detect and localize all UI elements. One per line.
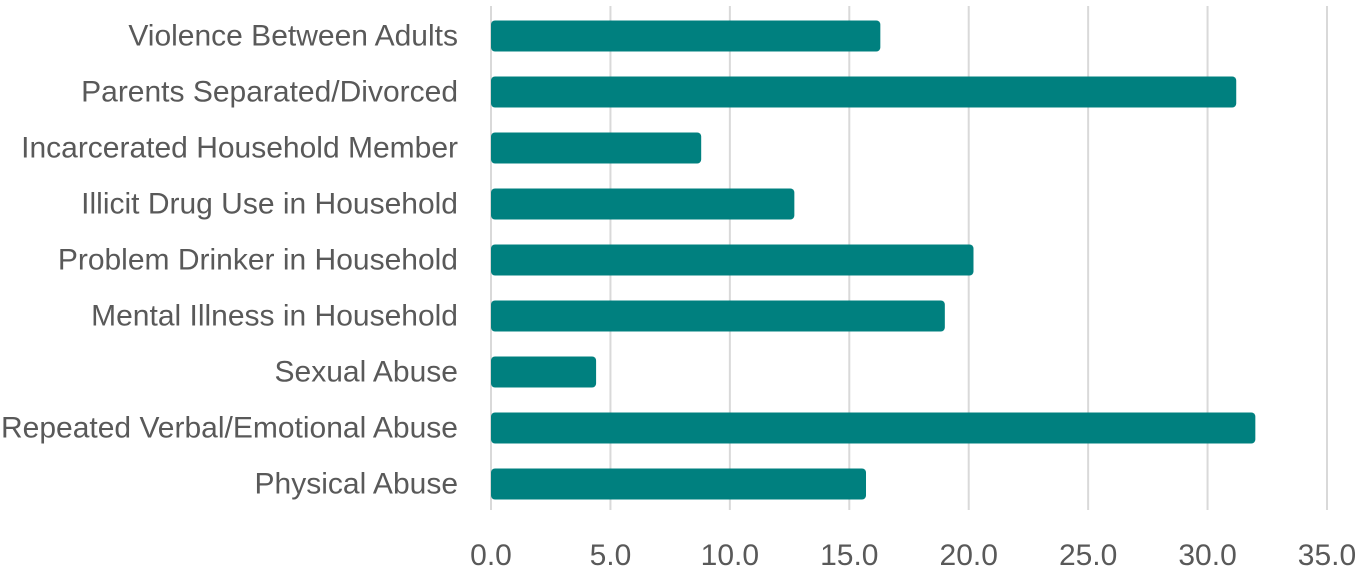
bar-0: [491, 20, 881, 52]
bar-1: [491, 76, 1237, 108]
category-label-3: Illicit Drug Use in Household: [81, 188, 458, 221]
category-label-2: Incarcerated Household Member: [21, 132, 458, 165]
category-label-4: Problem Drinker in Household: [58, 244, 458, 277]
x-tick-label-7: 35.0: [1298, 539, 1356, 572]
x-tick-label-1: 5.0: [590, 539, 632, 572]
category-label-0: Violence Between Adults: [128, 20, 458, 53]
bar-4: [491, 244, 974, 276]
category-label-6: Sexual Abuse: [275, 356, 458, 389]
category-label-8: Physical Abuse: [255, 468, 458, 501]
bar-5: [491, 300, 945, 332]
x-axis-tick-labels: 0.0 5.0 10.0 15.0 20.0 25.0 30.0 35.0: [470, 539, 1356, 572]
x-tick-label-3: 15.0: [820, 539, 878, 572]
x-tick-label-5: 25.0: [1059, 539, 1117, 572]
bar-3: [491, 188, 795, 220]
bar-7: [491, 412, 1256, 444]
bar-6: [491, 356, 597, 388]
bar-8: [491, 468, 867, 500]
x-tick-label-0: 0.0: [470, 539, 512, 572]
bars: [491, 20, 1256, 500]
category-label-7: Repeated Verbal/Emotional Abuse: [1, 412, 458, 445]
category-label-1: Parents Separated/Divorced: [81, 76, 458, 109]
x-tick-label-6: 30.0: [1178, 539, 1236, 572]
category-label-5: Mental Illness in Household: [91, 300, 458, 333]
x-tick-label-2: 10.0: [701, 539, 759, 572]
bar-2: [491, 132, 702, 164]
category-labels: Violence Between Adults Parents Separated…: [1, 20, 458, 501]
x-tick-label-4: 20.0: [940, 539, 998, 572]
